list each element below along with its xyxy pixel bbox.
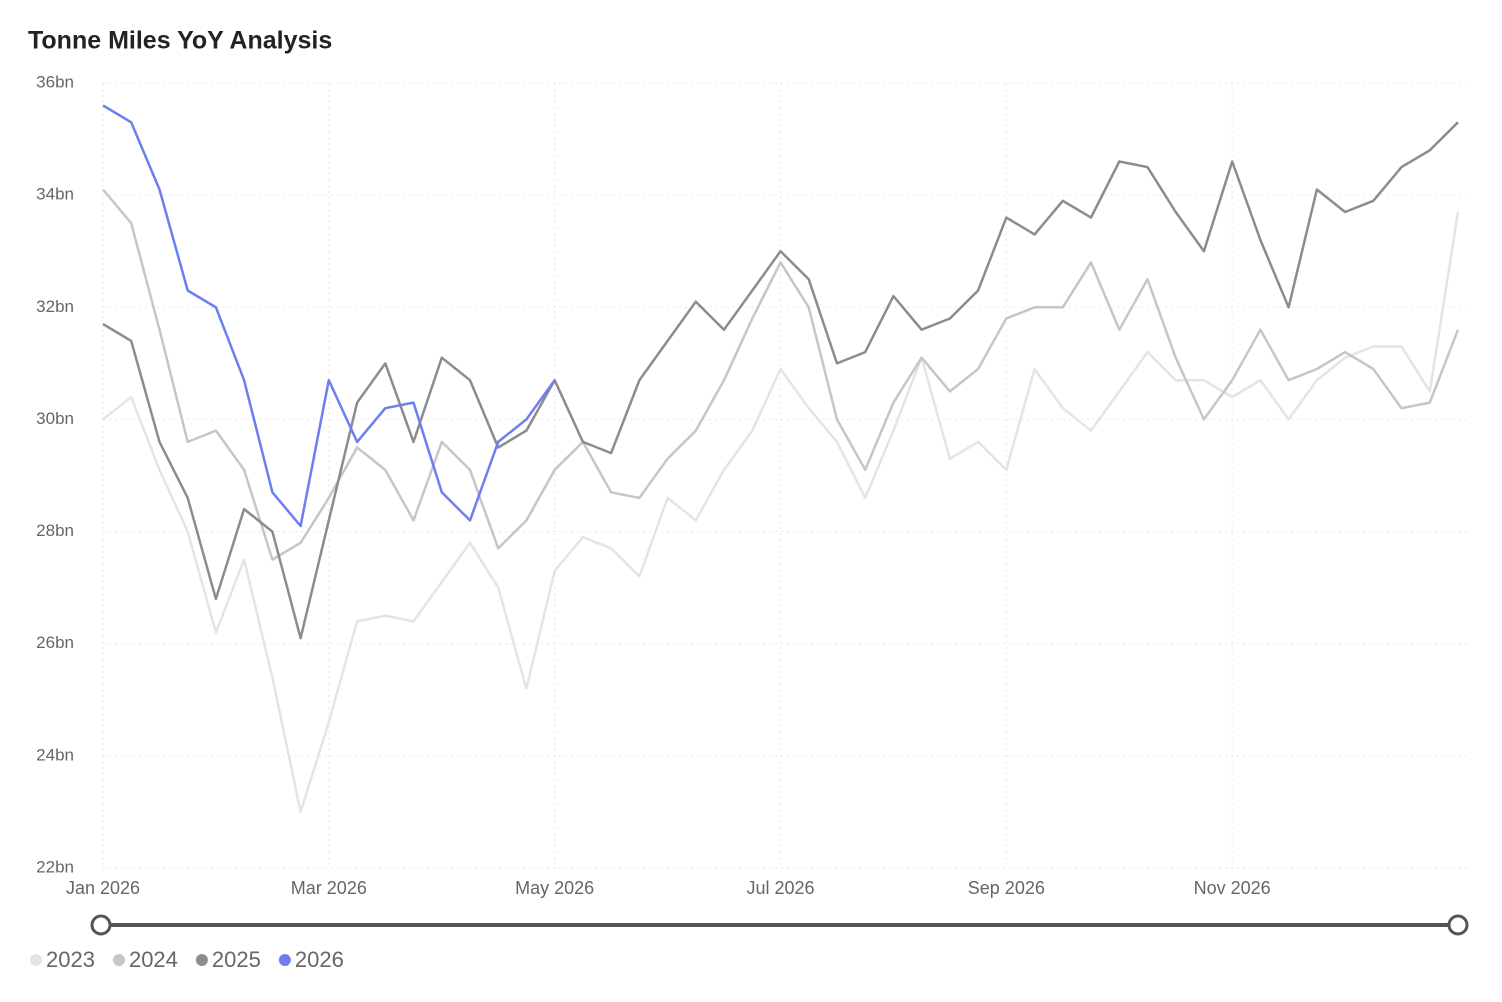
legend-marker [30,954,42,966]
series-line [102,121,1459,640]
x-tick-label: Jan 2026 [66,878,140,898]
series-line [102,211,1460,814]
y-tick-label: 26bn [36,633,74,652]
x-tick-label: Jul 2026 [746,878,814,898]
chart-title: Tonne Miles YoY Analysis [28,27,332,55]
legend-label[interactable]: 2026 [295,947,344,972]
y-tick-label: 24bn [36,745,74,764]
y-tick-label: 22bn [36,857,74,876]
legend-label[interactable]: 2024 [129,947,178,972]
y-tick-label: 32bn [36,297,74,316]
legend-label[interactable]: 2025 [212,947,261,972]
series-line [102,188,1460,561]
x-tick-label: Sep 2026 [968,878,1045,898]
legend-label[interactable]: 2023 [46,947,95,972]
legend-marker [195,954,208,966]
x-tick-label: Mar 2026 [291,878,367,898]
legend-marker [278,954,291,966]
slider-handle[interactable] [90,914,112,936]
y-tick-label: 28bn [36,521,74,540]
y-tick-label: 36bn [36,72,74,91]
y-tick-label: 30bn [36,409,74,428]
series-line [102,104,556,528]
x-tick-label: May 2026 [515,878,594,898]
legend-marker [112,954,125,966]
y-tick-label: 34bn [36,185,74,204]
x-tick-label: Nov 2026 [1194,878,1271,898]
slider-handle[interactable] [1447,914,1469,936]
